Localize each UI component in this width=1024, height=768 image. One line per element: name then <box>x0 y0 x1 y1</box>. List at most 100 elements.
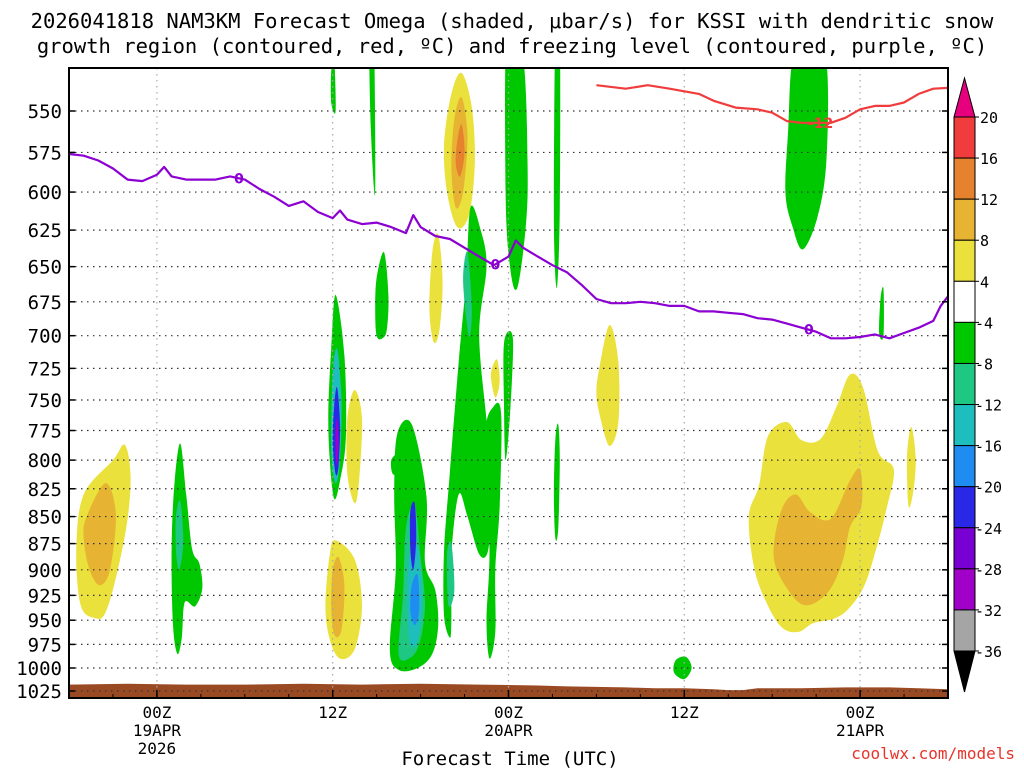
y-axis: 550 575 600 625 650 675 700 725 750 775 800 825 850 8… <box>16 101 948 703</box>
colorbar-top-arrow <box>953 76 976 118</box>
omega-downward-region <box>503 330 514 461</box>
contour-lines: 0 0 0 -12 <box>69 84 948 340</box>
colorbar-tick-label: 4 <box>980 273 989 291</box>
omega-downward-region <box>335 418 339 467</box>
omega-downward-region <box>171 443 203 655</box>
omega-downward-region <box>553 68 561 288</box>
omega-downward-region <box>390 453 401 475</box>
y-tick-label: 1000 <box>16 658 62 680</box>
freezing-level-line-label: 0 <box>490 257 500 273</box>
y-tick-label: 950 <box>28 610 62 632</box>
omega-downward-region <box>446 541 455 608</box>
x-tick-date-label: 20APR <box>484 721 533 740</box>
x-tick-date-label: 19APR <box>133 721 182 740</box>
colorbar-tick-label: 16 <box>980 150 998 168</box>
omega-downward-region <box>785 68 829 250</box>
y-tick-label: 650 <box>28 257 62 279</box>
omega-upward-region <box>773 468 863 606</box>
x-tick-label: 00Z <box>846 703 875 722</box>
y-tick-label: 600 <box>28 182 62 204</box>
omega-downward-region <box>409 501 417 570</box>
chart-title-line1: 2026041818 NAM3KM Forecast Omega (shaded… <box>31 9 994 33</box>
x-axis-title: Forecast Time (UTC) <box>401 748 618 768</box>
y-tick-label: 900 <box>28 560 62 582</box>
colorbar-bin <box>953 239 976 282</box>
x-tick-date-label: 2026 <box>138 739 177 758</box>
x-tick-label: 12Z <box>670 703 699 722</box>
x-tick-label: 00Z <box>142 703 171 722</box>
colorbar-bin <box>953 321 976 364</box>
colorbar-bin <box>953 362 976 406</box>
y-tick-label: 750 <box>28 390 62 412</box>
freezing-level-line-label: 0 <box>804 323 814 339</box>
x-tick-label: 12Z <box>318 703 347 722</box>
y-tick-label: 725 <box>28 358 62 380</box>
colorbar-bin <box>953 445 976 488</box>
colorbar-bin <box>953 486 976 529</box>
y-tick-label: 850 <box>28 507 62 529</box>
omega-downward-region <box>879 286 884 340</box>
y-tick-label: 800 <box>28 450 62 472</box>
y-tick-label: 675 <box>28 292 62 314</box>
x-tick-label: 00Z <box>494 703 523 722</box>
omega-upward-region <box>490 359 500 398</box>
watermark: coolwx.com/models <box>851 744 1015 763</box>
colorbar-bin <box>953 280 976 323</box>
colorbar-tick-label: -36 <box>975 643 1002 661</box>
colorbar-tick-label: 20 <box>980 109 998 127</box>
y-tick-label: 575 <box>28 142 62 164</box>
colorbar-bin <box>953 157 976 200</box>
omega-downward-region <box>463 251 472 337</box>
y-tick-label: 975 <box>28 634 62 656</box>
colorbar-tick-label: -20 <box>975 479 1002 497</box>
colorbar-bottom-arrow <box>953 650 976 693</box>
colorbar-tick-label: -12 <box>975 397 1002 415</box>
colorbar-tick-label: -16 <box>975 438 1002 456</box>
omega-upward-region <box>906 426 916 508</box>
colorbar-tick-label: -24 <box>975 520 1002 538</box>
plot-area: 0 0 0 -12 <box>68 67 949 699</box>
colorbar-tick-label: -32 <box>975 602 1002 620</box>
colorbar-bin <box>953 568 976 611</box>
omega-upward-region <box>331 556 345 638</box>
omega-upward-region <box>455 124 465 177</box>
omega-upward-region <box>429 233 443 344</box>
omega-downward-region <box>443 205 491 638</box>
colorbar-bin <box>953 527 976 570</box>
colorbar: 20 16 12 8 4 -4 -8 -12 -16 -20 -24 -28 -32 -36 <box>953 76 1002 693</box>
omega-downward-region <box>369 68 376 196</box>
freezing-level-line <box>69 152 948 340</box>
omega-downward-region <box>553 423 560 541</box>
colorbar-tick-label: 12 <box>980 191 998 209</box>
y-tick-label: 825 <box>28 479 62 501</box>
colorbar-tick-label: -4 <box>975 314 993 332</box>
y-tick-label: 775 <box>28 421 62 443</box>
omega-downward-region <box>375 251 389 340</box>
x-tick-date-label: 21APR <box>836 721 885 740</box>
omega-shading <box>76 68 916 680</box>
colorbar-tick-label: 8 <box>980 232 989 250</box>
y-tick-label: 1025 <box>16 681 62 703</box>
freezing-level-line-label: 0 <box>234 171 244 187</box>
dgz-minus12-line <box>596 84 948 124</box>
colorbar-tick-label: -8 <box>975 355 993 373</box>
colorbar-bin <box>953 198 976 241</box>
gridlines <box>69 68 948 698</box>
colorbar-bin <box>953 609 976 652</box>
omega-upward-region <box>346 390 363 504</box>
chart-title-line2: growth region (contoured, red, ºC) and f… <box>37 34 987 58</box>
colorbar-bin <box>953 404 976 447</box>
omega-downward-region <box>410 573 420 626</box>
y-tick-label: 625 <box>28 220 62 242</box>
y-tick-label: 925 <box>28 585 62 607</box>
omega-downward-region <box>330 68 336 114</box>
colorbar-tick-label: -28 <box>975 561 1002 579</box>
y-tick-label: 875 <box>28 534 62 556</box>
y-tick-label: 550 <box>28 101 62 123</box>
dgz-minus12-line-label: -12 <box>808 116 833 132</box>
colorbar-bin <box>953 116 976 159</box>
omega-upward-region <box>596 324 620 447</box>
omega-downward-region <box>175 500 184 570</box>
